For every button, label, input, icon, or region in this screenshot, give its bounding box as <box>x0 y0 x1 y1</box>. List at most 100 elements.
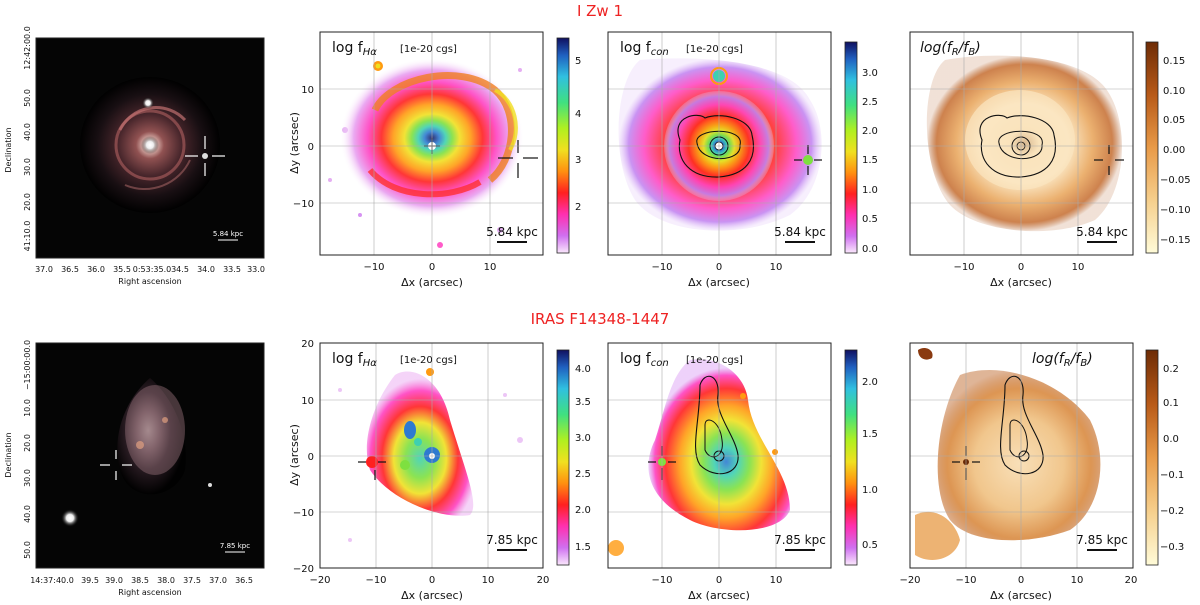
row1-color-xtick: −10 <box>953 262 974 273</box>
row2-dec-tick: 30.0 <box>23 469 32 487</box>
row1-continuum-xtick: −10 <box>651 262 672 273</box>
row2-color-xtick: −10 <box>955 575 976 586</box>
row2-ra-tick: 39.0 <box>105 576 123 585</box>
row1-halpha-xtick: 0 <box>429 262 435 273</box>
row1-continuum-cbtick: 0.5 <box>862 214 878 225</box>
row2-halpha-cbtick: 3.5 <box>575 397 591 408</box>
row2-halpha-units: [1e-20 cgs] <box>400 355 457 366</box>
row2-halpha-cbtick: 2.0 <box>575 505 591 516</box>
row2-optical-panel: 7.85 kpc −15:00:00.0 10.0 20.0 30.0 40.0… <box>4 340 265 597</box>
row2-halpha-ytick: −20 <box>293 564 314 575</box>
row1-halpha-units: [1e-20 cgs] <box>400 44 457 55</box>
row1-color-label: log(fR/fB) <box>920 40 981 58</box>
row2-color-label: log(fR/fB) <box>1032 351 1093 369</box>
row2-halpha-cbtick: 2.5 <box>575 469 591 480</box>
row1-continuum-panel: log fcon [1e-20 cgs] 5.84 kpc −10 0 10 Δ… <box>607 31 878 289</box>
row1-optical-ylabel: Declination <box>4 127 13 172</box>
row1-color-scalebar: 5.84 kpc <box>1076 225 1128 239</box>
row1-continuum-cbtick: 0.0 <box>862 244 878 255</box>
row1-halpha-cbtick: 2 <box>575 202 581 213</box>
row2-dec-tick: 40.0 <box>23 505 32 523</box>
row1-continuum-cbtick: 1.0 <box>862 185 878 196</box>
row1-halpha-ylabel: Δy (arcsec) <box>288 112 301 174</box>
row2-halpha-ytick: 10 <box>301 396 314 407</box>
row2-halpha-ytick: 20 <box>301 339 314 350</box>
row1-color-cbtick: 0.10 <box>1163 86 1185 97</box>
row1-halpha-panel: log fHα [1e-20 cgs] 5.84 kpc 10 0 −10 Δy… <box>288 31 581 289</box>
row1-ra-tick: 34.0 <box>197 265 215 274</box>
row2-halpha-xtick: 0 <box>429 575 435 586</box>
row2-color-scalebar: 7.85 kpc <box>1076 533 1128 547</box>
row2-halpha-ytick: 0 <box>308 452 314 463</box>
row2-color-colorbar <box>1145 349 1159 566</box>
row1-continuum-cbtick: 1.5 <box>862 155 878 166</box>
row2-optical-scalebar: 7.85 kpc <box>220 542 250 550</box>
row2-optical-ylabel: Declination <box>4 432 13 477</box>
row1-continuum-cbtick: 2.0 <box>862 126 878 137</box>
row1-continuum-label: log fcon <box>620 40 669 58</box>
row2-halpha-xtick: −20 <box>309 575 330 586</box>
row2-halpha-cbtick: 3.0 <box>575 433 591 444</box>
row2-ra-tick: 38.5 <box>131 576 149 585</box>
row2-color-xtick: 20 <box>1125 575 1138 586</box>
row2-halpha-xtick: 10 <box>482 575 495 586</box>
row2-ra-tick: 38.0 <box>157 576 175 585</box>
row1-color-cbtick: 0.00 <box>1163 145 1185 156</box>
row1-color-cbtick: −0.10 <box>1160 205 1191 216</box>
row1-halpha-cbtick: 3 <box>575 155 581 166</box>
row1-ra-tick: 33.5 <box>223 265 241 274</box>
row1-dec-tick: 40.0 <box>23 123 32 141</box>
row2-dec-tick: 50.0 <box>23 541 32 559</box>
row1-dec-tick: 50.0 <box>23 89 32 107</box>
row1-halpha-colorbar <box>556 37 570 254</box>
row2-halpha-scalebar: 7.85 kpc <box>486 533 538 547</box>
row1-ra-tick: 0:53:35.0 <box>133 265 171 274</box>
row2-continuum-xtick: −10 <box>651 575 672 586</box>
row1-ra-tick: 35.5 <box>113 265 131 274</box>
row2-continuum-cbtick: 1.5 <box>862 429 878 440</box>
row1-ra-tick: 34.5 <box>171 265 189 274</box>
row1-dec-tick: 30.0 <box>23 158 32 176</box>
row1-ra-tick: 37.0 <box>35 265 53 274</box>
row2-continuum-cbtick: 0.5 <box>862 540 878 551</box>
row1-ra-tick: 36.5 <box>61 265 79 274</box>
row1-continuum-xtick: 10 <box>770 262 783 273</box>
row1-color-xtick: 10 <box>1072 262 1085 273</box>
row2-halpha-xlabel: Δx (arcsec) <box>401 589 463 602</box>
row2-color-cbtick: 0.2 <box>1163 364 1179 375</box>
row1-color-cbtick: −0.15 <box>1160 235 1191 246</box>
row2-continuum-cbtick: 1.0 <box>862 485 878 496</box>
row1-color-colorbar <box>1145 41 1159 254</box>
row2-halpha-cbtick: 4.0 <box>575 364 591 375</box>
row2-halpha-colorbar <box>556 349 570 566</box>
row1-dec-tick: 20.0 <box>23 193 32 211</box>
row2-color-xlabel: Δx (arcsec) <box>990 589 1052 602</box>
row2-continuum-label: log fcon <box>620 351 669 369</box>
row2-title: IRAS F14348-1447 <box>530 310 670 328</box>
row2-dec-tick: 10.0 <box>23 399 32 417</box>
row1-continuum-colorbar <box>844 41 858 254</box>
row2-continuum-xtick: 10 <box>770 575 783 586</box>
row1-halpha-ytick: 10 <box>301 85 314 96</box>
row1-continuum-xlabel: Δx (arcsec) <box>688 276 750 289</box>
row2-optical-xlabel: Right ascension <box>118 588 181 597</box>
row2-continuum-units: [1e-20 cgs] <box>686 355 743 366</box>
row1-ra-tick: 33.0 <box>247 265 265 274</box>
row2-continuum-xlabel: Δx (arcsec) <box>688 589 750 602</box>
row2-color-xtick: −20 <box>899 575 920 586</box>
row2-halpha-ytick: −10 <box>293 508 314 519</box>
row1-color-cbtick: 0.05 <box>1163 115 1185 126</box>
row2-ra-tick: 37.5 <box>183 576 201 585</box>
row2-dec-tick: 20.0 <box>23 434 32 452</box>
row2-halpha-label: log fHα <box>332 351 377 369</box>
row1-continuum-scalebar: 5.84 kpc <box>774 225 826 239</box>
row1-halpha-label: log fHα <box>332 40 377 58</box>
row1-continuum-cbtick: 3.0 <box>862 68 878 79</box>
row2-ra-tick: 39.5 <box>81 576 99 585</box>
row2-color-panel: log(fR/fB) 7.85 kpc −20 −10 0 10 20 Δx (… <box>899 342 1184 602</box>
row2-color-xtick: 0 <box>1018 575 1024 586</box>
row1-optical-scalebar: 5.84 kpc <box>213 230 243 238</box>
row2-continuum-panel: log fcon [1e-20 cgs] 7.85 kpc −10 0 10 Δ… <box>607 342 878 602</box>
row1-halpha-xtick: −10 <box>363 262 384 273</box>
row1-dec-tick: 41:10.0 <box>23 221 32 252</box>
